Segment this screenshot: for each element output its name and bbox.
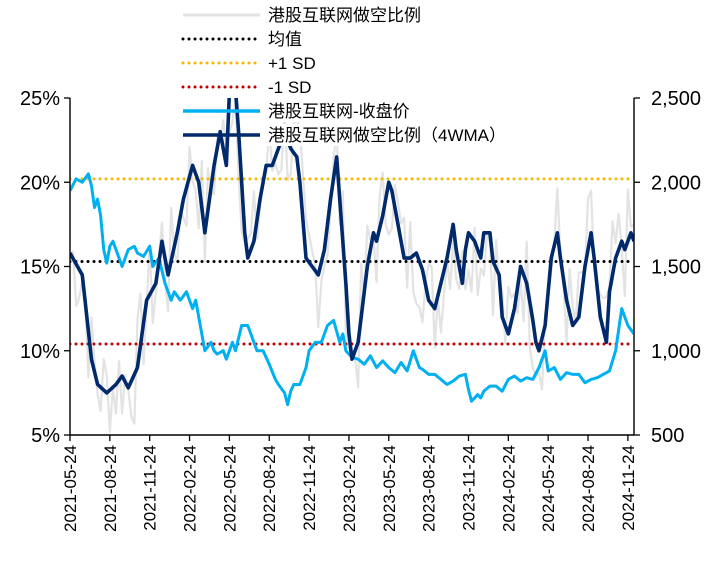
series-group bbox=[70, 98, 634, 433]
left-tick-label: 25% bbox=[20, 88, 60, 110]
left-axis: 5% 10% 15% 20% 25% bbox=[20, 88, 70, 447]
legend-bg bbox=[264, 4, 554, 26]
x-tick-label: 2023-11-24 bbox=[459, 445, 478, 531]
left-tick-label: 10% bbox=[20, 341, 60, 363]
x-tick-label: 2022-08-24 bbox=[260, 445, 279, 532]
left-tick-label: 20% bbox=[20, 172, 60, 194]
left-tick-label: 5% bbox=[31, 425, 60, 447]
x-tick-label: 2022-11-24 bbox=[300, 445, 319, 531]
legend-bg bbox=[264, 76, 554, 98]
right-axis: 500 1,000 1,500 2,000 2,500 bbox=[634, 88, 701, 447]
series-lines bbox=[70, 98, 634, 433]
x-tick-label: 2024-11-24 bbox=[619, 445, 638, 531]
x-tick-label: 2023-02-24 bbox=[340, 445, 359, 532]
right-tick-label: 1,000 bbox=[651, 341, 701, 363]
legend-bg bbox=[264, 124, 554, 146]
x-tick-label: 2021-08-24 bbox=[101, 445, 120, 532]
x-axis: 2021-05-24 2021-08-24 2021-11-24 2022-02-24… bbox=[61, 435, 638, 532]
legend-label: 港股互联网做空比例 bbox=[268, 6, 421, 25]
x-tick-label: 2024-02-24 bbox=[499, 445, 518, 532]
x-tick-label: 2023-08-24 bbox=[420, 445, 439, 532]
x-tick-label: 2021-05-24 bbox=[61, 445, 80, 532]
legend-label: +1 SD bbox=[268, 54, 316, 73]
right-tick-label: 2,000 bbox=[651, 172, 701, 194]
x-tick-label: 2024-05-24 bbox=[539, 445, 558, 532]
right-tick-label: 500 bbox=[651, 425, 684, 447]
legend-label: 港股互联网-收盘价 bbox=[268, 102, 410, 121]
x-tick-label: 2021-11-24 bbox=[141, 445, 160, 531]
x-tick-label: 2022-05-24 bbox=[220, 445, 239, 532]
legend-bg bbox=[264, 28, 554, 50]
legend-label: 港股互联网做空比例（4WMA） bbox=[268, 126, 506, 145]
legend-bg bbox=[264, 100, 554, 122]
plot-frame bbox=[69, 98, 635, 436]
legend-bg bbox=[264, 52, 554, 74]
x-tick-label: 2023-05-24 bbox=[380, 445, 399, 532]
x-tick-label: 2022-02-24 bbox=[181, 445, 200, 532]
legend-label: 均值 bbox=[268, 30, 302, 49]
right-tick-label: 2,500 bbox=[651, 88, 701, 110]
legend-label: -1 SD bbox=[268, 78, 311, 97]
left-tick-label: 15% bbox=[20, 257, 60, 279]
right-tick-label: 1,500 bbox=[651, 257, 701, 279]
x-tick-label: 2024-08-24 bbox=[579, 445, 598, 532]
wma-line bbox=[70, 98, 634, 395]
